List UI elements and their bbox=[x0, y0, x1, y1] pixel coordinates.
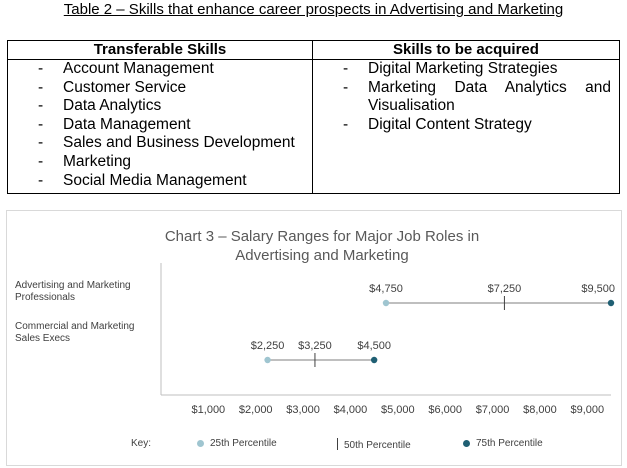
x-tick-label: $4,000 bbox=[334, 404, 368, 416]
x-tick-label: $8,000 bbox=[523, 404, 557, 416]
p75-point bbox=[370, 356, 378, 364]
table-title: Table 2 – Skills that enhance career pro… bbox=[63, 1, 564, 18]
x-tick-label: $6,000 bbox=[428, 404, 462, 416]
legend-label: 75th Percentile bbox=[476, 438, 543, 449]
list-item: Customer Service bbox=[8, 79, 312, 98]
acquired-skills-cell: Digital Marketing Strategies Marketing D… bbox=[312, 59, 620, 194]
p25-point bbox=[382, 299, 390, 307]
chart-plot-area: $1,000 $2,000 $3,000 $4,000 $5,000 $6,000 $7,0… bbox=[160, 263, 615, 416]
legend-dot-icon bbox=[197, 440, 204, 447]
category-label: Advertising and Marketing Professionals bbox=[15, 280, 131, 303]
data-label: $4,750 bbox=[369, 283, 403, 295]
data-label: $7,250 bbox=[488, 283, 522, 295]
chart-title: Chart 3 – Salary Ranges for Major Job Ro… bbox=[164, 228, 480, 264]
list-item: Marketing Data Analytics and Visualisati… bbox=[313, 79, 619, 116]
list-item: Account Management bbox=[8, 60, 312, 79]
data-label: $4,500 bbox=[357, 340, 391, 352]
skills-table: Transferable Skills Skills to be acquire… bbox=[7, 40, 620, 194]
list-item: Sales and Business Development bbox=[8, 134, 312, 153]
x-tick-label: $9,000 bbox=[570, 404, 604, 416]
header-transferable-skills: Transferable Skills bbox=[7, 40, 313, 60]
legend-item-50th: 50th Percentile bbox=[337, 438, 411, 452]
legend-key-label: Key: bbox=[131, 438, 152, 449]
legend-item-25th: 25th Percentile bbox=[197, 438, 277, 450]
list-item: Marketing bbox=[8, 153, 312, 172]
x-tick-label: $7,000 bbox=[476, 404, 510, 416]
category-label: Commercial and Marketing Sales Execs bbox=[15, 321, 135, 344]
data-label: $9,500 bbox=[581, 283, 615, 295]
data-label: $2,250 bbox=[251, 340, 285, 352]
legend-item-75th: 75th Percentile bbox=[463, 438, 543, 450]
list-item: Digital Content Strategy bbox=[313, 116, 619, 135]
x-tick-label: $2,000 bbox=[239, 404, 273, 416]
data-label: $3,250 bbox=[298, 340, 332, 352]
header-skills-to-acquire: Skills to be acquired bbox=[312, 40, 620, 60]
transferable-skills-cell: Account Management Customer Service Data… bbox=[7, 59, 313, 194]
legend-bar-icon bbox=[337, 438, 338, 450]
legend-label: 50th Percentile bbox=[344, 440, 411, 451]
x-tick-label: $5,000 bbox=[381, 404, 415, 416]
p75-point bbox=[607, 299, 615, 307]
legend-dot-icon bbox=[463, 440, 470, 447]
salary-chart: Chart 3 – Salary Ranges for Major Job Ro… bbox=[6, 210, 622, 466]
x-tick-label: $1,000 bbox=[192, 404, 226, 416]
list-item: Digital Marketing Strategies bbox=[313, 60, 619, 79]
list-item: Data Analytics bbox=[8, 97, 312, 116]
legend-label: 25th Percentile bbox=[210, 438, 277, 449]
list-item: Social Media Management bbox=[8, 172, 312, 191]
p25-point bbox=[264, 356, 271, 364]
list-item: Data Management bbox=[8, 116, 312, 135]
x-tick-label: $3,000 bbox=[286, 404, 320, 416]
